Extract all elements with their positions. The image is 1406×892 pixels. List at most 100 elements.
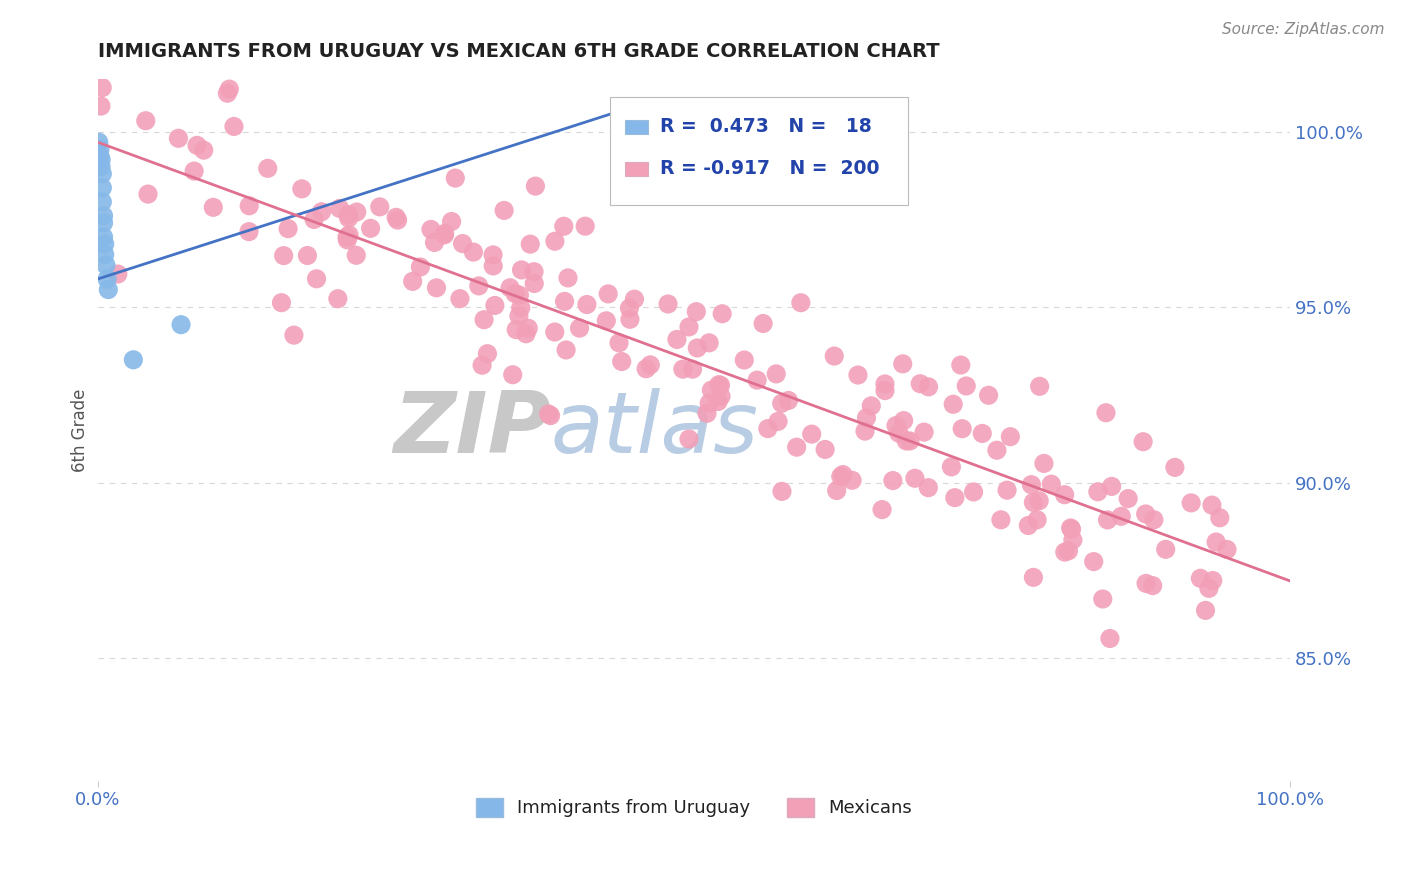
Point — [696, 406, 718, 420]
Point — [502, 368, 524, 382]
Point — [942, 397, 965, 411]
Point — [995, 483, 1018, 498]
Point — [882, 474, 904, 488]
Point — [468, 279, 491, 293]
Point — [1198, 582, 1220, 596]
Point — [524, 179, 547, 194]
Point — [891, 357, 914, 371]
Point — [610, 354, 633, 368]
Point — [786, 440, 808, 454]
Point — [273, 249, 295, 263]
Point — [523, 265, 546, 279]
Point — [1022, 570, 1045, 584]
Point — [1022, 495, 1045, 509]
Point — [423, 235, 446, 250]
Point — [1132, 434, 1154, 449]
Point — [575, 297, 598, 311]
Point — [508, 309, 530, 323]
Point — [657, 297, 679, 311]
Point — [686, 341, 709, 355]
Point — [595, 314, 617, 328]
Point — [440, 214, 463, 228]
Point — [955, 379, 977, 393]
Point — [619, 301, 641, 315]
Point — [463, 245, 485, 260]
Point — [610, 189, 633, 203]
Point — [433, 227, 456, 242]
Point — [1017, 518, 1039, 533]
Point — [89, 149, 111, 163]
Point — [302, 212, 325, 227]
Point — [433, 227, 456, 241]
Point — [311, 204, 333, 219]
Point — [1060, 522, 1083, 536]
Point — [499, 281, 522, 295]
Point — [87, 135, 110, 149]
Point — [1202, 574, 1225, 588]
Point — [135, 113, 157, 128]
Point — [554, 294, 576, 309]
Point — [425, 281, 447, 295]
Point — [90, 153, 112, 167]
Point — [707, 377, 730, 392]
Point — [709, 378, 731, 392]
Point — [170, 318, 193, 332]
Point — [678, 432, 700, 446]
Point — [636, 361, 658, 376]
Point — [950, 422, 973, 436]
Point — [509, 301, 531, 315]
Point — [678, 320, 700, 334]
Point — [665, 333, 688, 347]
Point — [90, 160, 112, 174]
Point — [574, 219, 596, 234]
Legend: Immigrants from Uruguay, Mexicans: Immigrants from Uruguay, Mexicans — [468, 791, 920, 824]
Point — [700, 383, 723, 397]
Point — [555, 343, 578, 357]
Point — [825, 483, 848, 498]
Point — [482, 259, 505, 273]
Point — [91, 167, 114, 181]
Point — [770, 484, 793, 499]
FancyBboxPatch shape — [624, 120, 648, 134]
Point — [972, 426, 994, 441]
Point — [420, 222, 443, 236]
Text: IMMIGRANTS FROM URUGUAY VS MEXICAN 6TH GRADE CORRELATION CHART: IMMIGRANTS FROM URUGUAY VS MEXICAN 6TH G… — [97, 42, 939, 61]
Point — [297, 248, 319, 262]
Point — [537, 407, 560, 421]
Point — [756, 421, 779, 435]
Point — [941, 459, 963, 474]
Point — [544, 234, 567, 248]
Point — [472, 312, 495, 326]
Point — [510, 263, 533, 277]
Point — [733, 353, 755, 368]
Point — [387, 213, 409, 227]
Point — [710, 389, 733, 403]
Point — [523, 277, 546, 291]
Point — [93, 209, 115, 223]
Point — [1053, 488, 1076, 502]
Point — [385, 211, 408, 225]
FancyBboxPatch shape — [610, 96, 908, 205]
Point — [623, 292, 645, 306]
Point — [544, 325, 567, 339]
Point — [598, 286, 620, 301]
Point — [870, 502, 893, 516]
Point — [962, 485, 984, 500]
Point — [884, 418, 907, 433]
Point — [896, 434, 918, 448]
Point — [1189, 571, 1212, 585]
Point — [1194, 603, 1216, 617]
Point — [402, 274, 425, 288]
Point — [96, 272, 118, 286]
Point — [471, 358, 494, 372]
Point — [640, 358, 662, 372]
Point — [1053, 545, 1076, 559]
Point — [477, 347, 499, 361]
Point — [193, 143, 215, 157]
Point — [908, 376, 931, 391]
Point — [1109, 509, 1132, 524]
Point — [832, 467, 855, 482]
Point — [337, 227, 360, 242]
Point — [619, 312, 641, 326]
Point — [898, 434, 921, 448]
